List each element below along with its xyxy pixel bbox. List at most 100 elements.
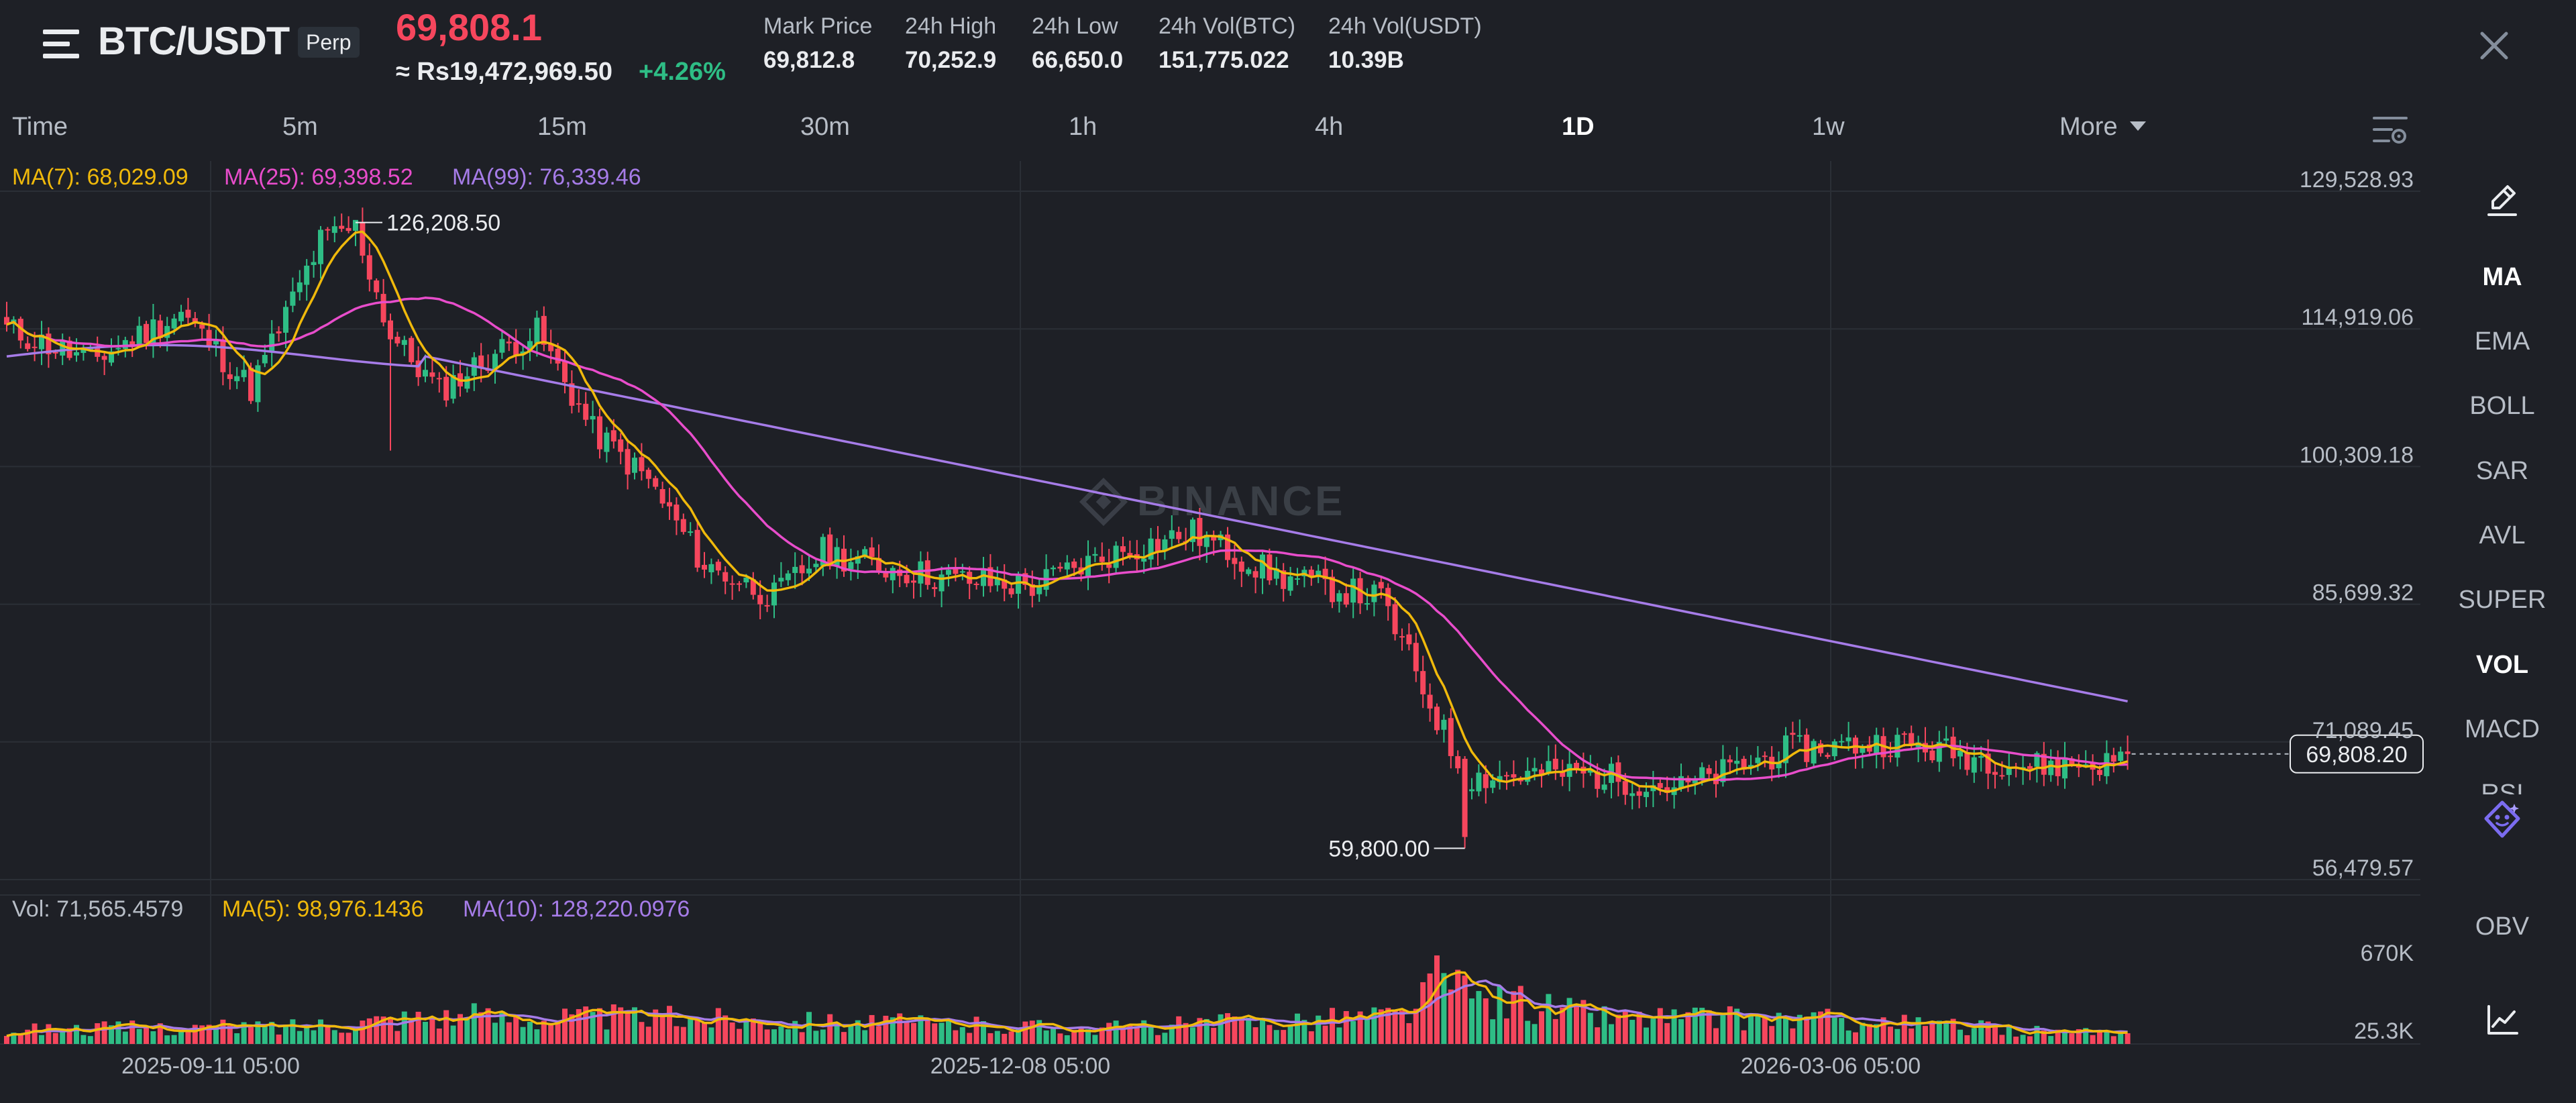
candle-body xyxy=(973,583,979,585)
volume-bar xyxy=(1636,1011,1642,1044)
volume-bar xyxy=(1330,1008,1335,1044)
candle-body xyxy=(771,582,777,606)
indicator-vol[interactable]: VOL xyxy=(2475,651,2529,679)
candle-body xyxy=(1350,578,1356,603)
candle-body xyxy=(74,352,79,356)
candle-body xyxy=(415,360,421,378)
volume-bar xyxy=(1420,982,1426,1044)
indicator-sar[interactable]: SAR xyxy=(2475,457,2529,485)
interval-1d[interactable]: 1D xyxy=(1562,113,1595,141)
candle-body xyxy=(1511,774,1517,778)
volume-bar xyxy=(1378,1009,1384,1044)
volume-bar xyxy=(1106,1022,1112,1044)
volume-bar xyxy=(178,1029,184,1044)
volume-bar xyxy=(1566,998,1572,1044)
indicator-chart-icon[interactable] xyxy=(2483,1001,2521,1039)
close-icon[interactable] xyxy=(2475,27,2513,64)
candle-body xyxy=(109,351,114,363)
volume-bar xyxy=(1609,1024,1614,1044)
candle-body xyxy=(478,355,484,368)
volume-bar xyxy=(185,1031,191,1044)
volume-bar xyxy=(380,1016,386,1044)
interval-time[interactable]: Time xyxy=(12,113,68,141)
candle-body xyxy=(1985,753,1991,774)
candle-body xyxy=(1796,735,1803,737)
volume-bar xyxy=(1650,1018,1656,1044)
volume-bar xyxy=(227,1025,233,1044)
candle-body xyxy=(1148,538,1154,560)
draw-pencil-icon[interactable] xyxy=(2483,181,2521,219)
volume-bar xyxy=(1644,1027,1649,1044)
volume-bar xyxy=(785,1029,791,1044)
candle-body xyxy=(2027,766,2033,769)
volume-bar xyxy=(2076,1029,2082,1044)
candle-body xyxy=(1901,733,1907,735)
volume-bar xyxy=(2083,1028,2089,1044)
candle-body xyxy=(883,573,889,578)
indicator-obv[interactable]: OBV xyxy=(2475,912,2530,941)
candle-body xyxy=(848,562,854,570)
candle-body xyxy=(380,294,386,323)
volume-bar xyxy=(1769,1026,1775,1044)
volume-bar xyxy=(1295,1013,1300,1044)
volume-bar xyxy=(1741,1030,1747,1044)
candle-body xyxy=(1748,765,1754,768)
volume-bar xyxy=(74,1025,79,1044)
volume-bar xyxy=(632,1007,637,1044)
ma7-legend: MA(7): 68,029.09 xyxy=(12,164,189,190)
volume-bar xyxy=(708,1027,714,1044)
indicator-macd[interactable]: MACD xyxy=(2465,715,2540,743)
interval-4h[interactable]: 4h xyxy=(1315,113,1344,141)
candle-body xyxy=(171,318,177,329)
candle-body xyxy=(1399,636,1405,638)
volume-bar xyxy=(1273,1030,1279,1044)
candle-body xyxy=(1678,776,1684,789)
candle-body xyxy=(688,531,694,533)
volume-bar xyxy=(374,1016,380,1044)
indicator-ma[interactable]: MA xyxy=(2482,263,2522,291)
menu-icon[interactable] xyxy=(43,28,79,60)
vol-ma5-line xyxy=(6,971,2128,1037)
volume-bar xyxy=(1936,1020,1942,1044)
candle-body xyxy=(750,579,756,595)
candle-body xyxy=(806,568,812,574)
candle-body xyxy=(388,320,393,339)
candle-body xyxy=(904,574,910,584)
candle-body xyxy=(1316,570,1322,577)
vol-btc-value: 151,775.022 xyxy=(1159,47,1289,73)
volume-bar xyxy=(192,1025,198,1044)
indicator-avl[interactable]: AVL xyxy=(2479,521,2526,549)
indicator-rsi[interactable]: RSI xyxy=(2481,780,2524,794)
volume-bar xyxy=(1385,1008,1391,1044)
interval-30m[interactable]: 30m xyxy=(800,113,850,141)
max-price-label: 126,208.50 xyxy=(386,211,500,236)
volume-bar xyxy=(276,1034,282,1044)
volume-bar xyxy=(806,1012,812,1044)
volume-bar xyxy=(667,1006,672,1044)
volume-bar xyxy=(109,1025,114,1044)
interval-more[interactable]: More xyxy=(2059,113,2118,141)
ticker-header: BTC/USDT Perp 69,808.1 ≈ Rs19,472,969.50… xyxy=(0,0,2576,101)
volume-bar xyxy=(953,1030,959,1044)
chart-settings-icon[interactable] xyxy=(2371,113,2409,146)
interval-5m[interactable]: 5m xyxy=(282,113,318,141)
ma25-line xyxy=(6,297,2128,782)
candle-body xyxy=(1664,787,1670,793)
candle-body xyxy=(1622,781,1628,795)
mark-price-label: Mark Price xyxy=(763,13,873,39)
candle-body xyxy=(450,374,456,399)
indicator-boll[interactable]: BOLL xyxy=(2469,392,2535,420)
interval-1w[interactable]: 1w xyxy=(1812,113,1845,141)
interval-15m[interactable]: 15m xyxy=(537,113,587,141)
candle-body xyxy=(2034,753,2040,767)
volume-bar xyxy=(1615,1014,1621,1044)
candle-body xyxy=(1225,534,1230,560)
interval-1h[interactable]: 1h xyxy=(1069,113,1097,141)
ai-assistant-icon[interactable] xyxy=(2481,798,2524,841)
indicator-ema[interactable]: EMA xyxy=(2474,327,2530,356)
volume-bar xyxy=(415,1012,421,1044)
symbol-title[interactable]: BTC/USDT xyxy=(98,19,290,63)
indicator-super[interactable]: SUPER xyxy=(2458,586,2546,614)
candle-body xyxy=(1552,758,1558,770)
